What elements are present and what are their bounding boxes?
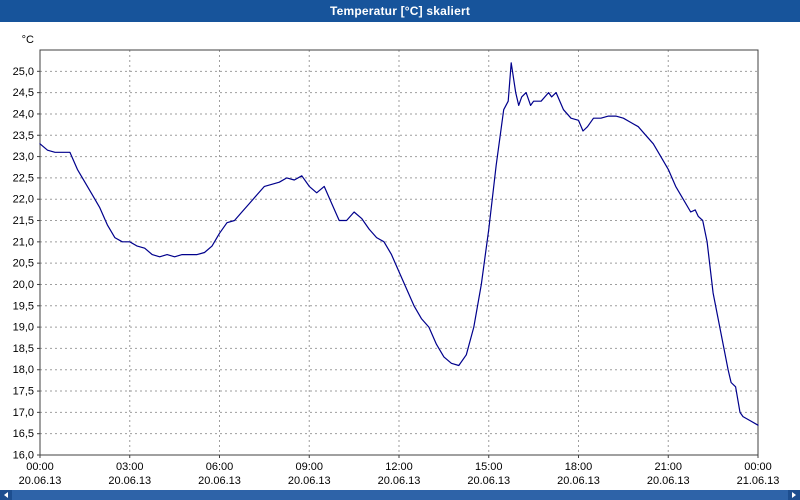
x-tick-time-label: 12:00	[385, 461, 413, 473]
y-tick-label: 22,0	[13, 194, 34, 206]
scrollbar-left-arrow[interactable]	[0, 490, 12, 500]
y-tick-label: 22,5	[13, 172, 34, 184]
x-tick-time-label: 06:00	[206, 461, 234, 473]
y-tick-label: 20,0	[13, 279, 34, 291]
y-tick-label: 20,5	[13, 258, 34, 270]
y-tick-label: 21,0	[13, 236, 34, 248]
x-tick-date-label: 21.06.13	[737, 475, 780, 487]
y-tick-label: 24,0	[13, 108, 34, 120]
temperature-line	[39, 62, 759, 426]
y-tick-label: 21,5	[13, 215, 34, 227]
chart-region: 25,0 24,5 24,0 23,5 23,0 22,5 22,0 21,5 21,0 20,5…	[0, 22, 800, 490]
y-tick-label: 19,0	[13, 322, 34, 334]
arrow-right-icon	[792, 492, 796, 498]
arrow-left-icon	[4, 492, 8, 498]
y-tick-label: 24,5	[13, 87, 34, 99]
window-title-bar: Temperatur [°C] skaliert	[0, 0, 800, 22]
y-tick-label: 18,0	[13, 364, 34, 376]
x-tick-time-label: 00:00	[744, 461, 772, 473]
y-tick-label: 23,0	[13, 151, 34, 163]
x-tick-date-label: 20.06.13	[108, 475, 151, 487]
y-tick-label: 23,5	[13, 130, 34, 142]
y-axis-unit-label: °C	[22, 34, 34, 46]
y-tick-label: 25,0	[13, 66, 34, 78]
x-tick-time-label: 00:00	[26, 461, 54, 473]
plot-area	[40, 50, 758, 455]
x-tick-time-label: 09:00	[295, 461, 323, 473]
x-tick-date-label: 20.06.13	[288, 475, 331, 487]
y-tick-label: 19,5	[13, 300, 34, 312]
x-tick-date-label: 20.06.13	[19, 475, 62, 487]
x-tick-date-label: 20.06.13	[467, 475, 510, 487]
x-tick-time-label: 15:00	[475, 461, 503, 473]
x-tick-date-label: 20.06.13	[557, 475, 600, 487]
horizontal-scrollbar[interactable]	[0, 490, 800, 500]
x-tick-time-label: 03:00	[116, 461, 144, 473]
y-tick-label: 18,5	[13, 343, 34, 355]
y-tick-label: 16,5	[13, 428, 34, 440]
x-tick-date-label: 20.06.13	[198, 475, 241, 487]
x-tick-time-label: 18:00	[565, 461, 593, 473]
temperature-chart: 25,0 24,5 24,0 23,5 23,0 22,5 22,0 21,5 21,0 20,5…	[13, 34, 780, 487]
window-title: Temperatur [°C] skaliert	[329, 4, 471, 18]
y-tick-label: 16,0	[13, 450, 34, 462]
scrollbar-right-arrow[interactable]	[788, 490, 800, 500]
x-tick-date-label: 20.06.13	[378, 475, 421, 487]
y-tick-label: 17,0	[13, 407, 34, 419]
x-tick-date-label: 20.06.13	[647, 475, 690, 487]
y-tick-label: 17,5	[13, 386, 34, 398]
plot-frame	[39, 49, 759, 456]
x-tick-time-label: 21:00	[654, 461, 682, 473]
scrollbar-thumb[interactable]	[12, 490, 788, 500]
